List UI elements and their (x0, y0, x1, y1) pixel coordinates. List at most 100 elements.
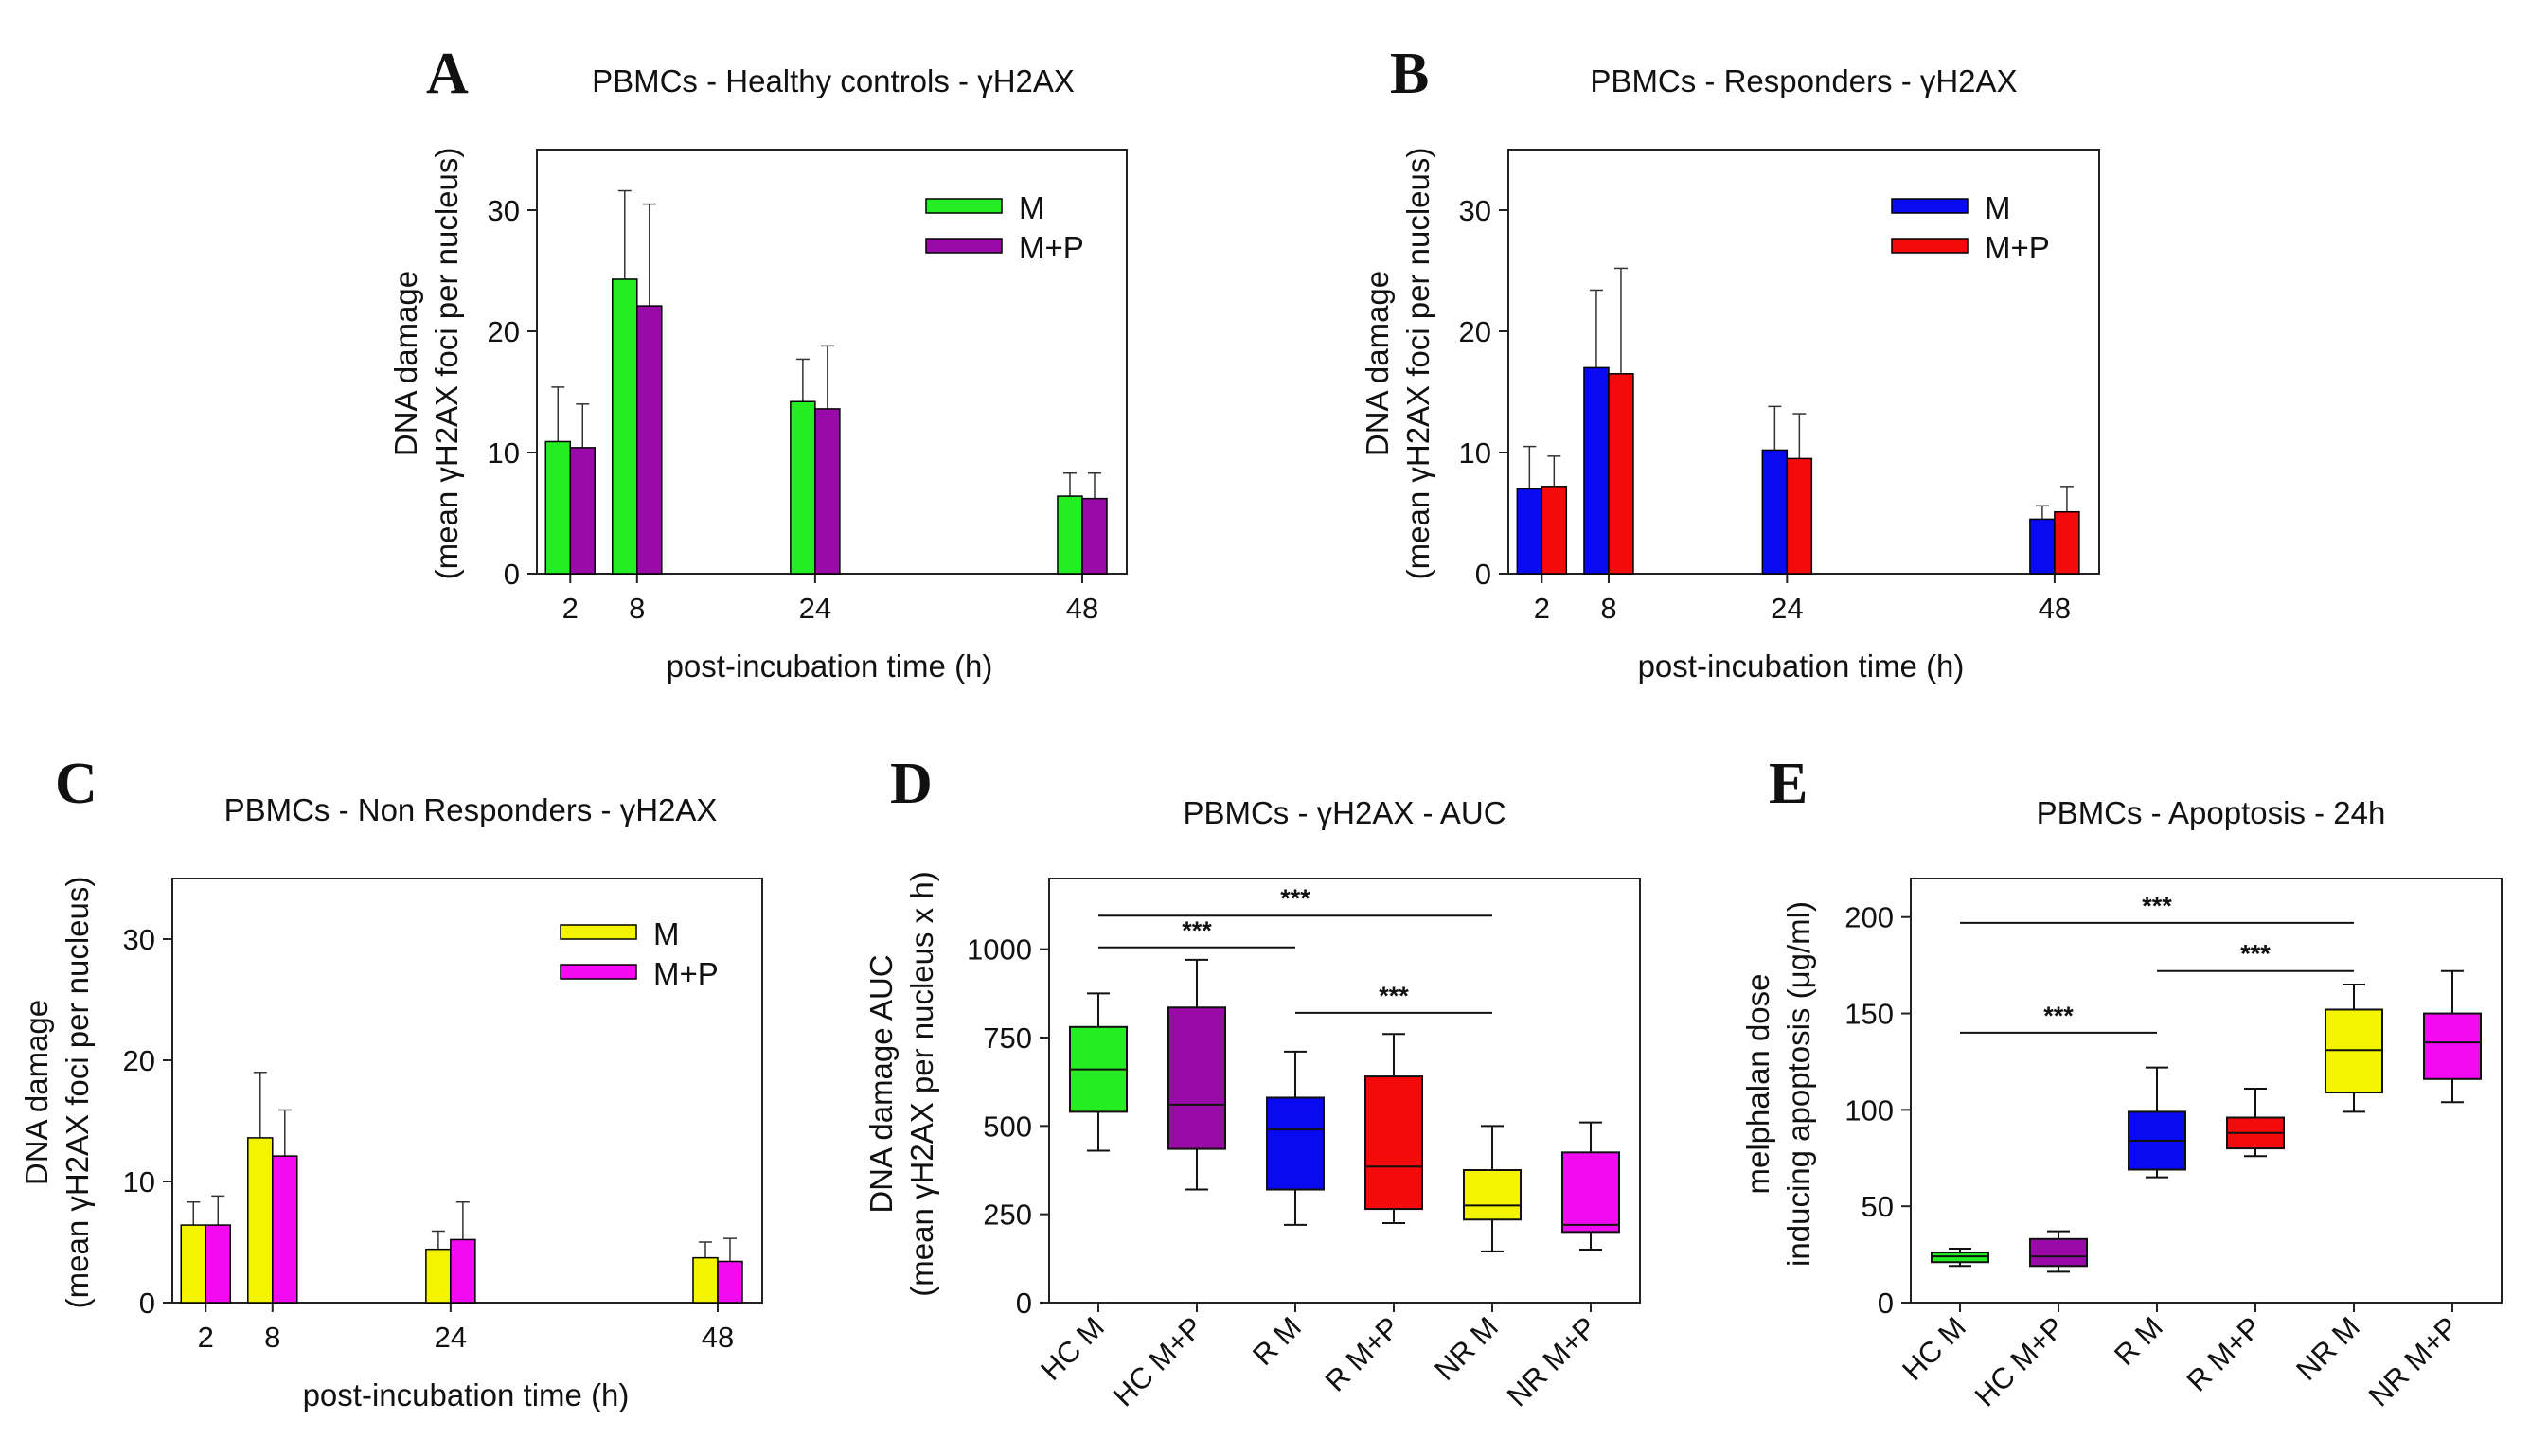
panel-e-xtick-label: R M (2108, 1310, 2169, 1372)
panel-d: PBMCs - γH2AX - AUC DNA damage AUC (mean… (864, 795, 1641, 1412)
panel-b-ytick-label: 0 (1475, 558, 1491, 591)
panel-e-box (2029, 1237, 2088, 1268)
panel-d-ytick-label: 1000 (967, 933, 1032, 967)
panel-b-legend-swatch-mp (1891, 238, 1969, 254)
panel-a-title: PBMCs - Healthy controls - γH2AX (592, 63, 1075, 98)
panel-d-ylabel2: (mean γH2AX per nucleus x h) (904, 871, 939, 1296)
panel-d-xtick-label: NR M+P (1501, 1310, 1603, 1412)
panel-d-ytick-label: 0 (1016, 1287, 1032, 1320)
panel-b-bar (1786, 457, 1813, 575)
panel-b-ylabel2: (mean γH2AX foci per nucleus) (1400, 148, 1435, 580)
panel-d-xtick-label: HC M+P (1107, 1310, 1209, 1412)
panel-a: PBMCs - Healthy controls - γH2AX DNA dam… (388, 63, 1128, 684)
panel-d-box (1167, 1006, 1226, 1150)
panel-a-bar (544, 440, 572, 575)
panel-e-significance-label: *** (2240, 940, 2271, 968)
panel-b-bar (1583, 366, 1610, 575)
panel-c-bar (717, 1260, 743, 1304)
panel-a-xlabel: post-incubation time (h) (667, 648, 993, 684)
panel-d-xtick-label: R M+P (1319, 1310, 1406, 1397)
panel-c-bar (425, 1248, 452, 1304)
panel-b-bars (1516, 267, 2080, 575)
panel-b-bar (1516, 488, 1543, 575)
panel-c-bars (180, 1072, 743, 1304)
panel-e-box (2423, 1012, 2482, 1080)
panel-e-box (1931, 1252, 1989, 1264)
panel-a-ytick-label: 0 (504, 558, 520, 591)
panel-letter-b: B (1390, 42, 1429, 106)
panel-c-yticks: 0 10 20 30 (123, 923, 172, 1320)
panel-e: PBMCs - Apoptosis - 24h melphalan dose i… (1740, 795, 2503, 1412)
panel-a-bar (1081, 497, 1108, 575)
panel-c: PBMCs - Non Responders - γH2AX DNA damag… (19, 792, 763, 1412)
panel-a-xticks: 2 8 24 48 (562, 574, 1098, 625)
panel-letter-d: D (890, 752, 933, 816)
panel-letter-a: A (426, 42, 469, 106)
panel-e-ytick-label: 100 (1844, 1093, 1894, 1127)
panel-e-ytick-label: 200 (1844, 901, 1894, 934)
panel-a-legend-swatch-m (925, 198, 1003, 214)
panel-e-xtick-label: HC M (1896, 1310, 1972, 1387)
panel-c-bar (205, 1224, 232, 1304)
panel-d-plot-frame (1048, 878, 1641, 1304)
panel-e-title: PBMCs - Apoptosis - 24h (2037, 795, 2386, 830)
panel-a-bar (569, 447, 597, 575)
panel-a-legend-swatch-mp (925, 238, 1003, 254)
panel-e-significance-label: *** (2142, 892, 2172, 920)
panel-a-bar (636, 305, 663, 575)
panel-a-bar (1057, 495, 1083, 575)
panel-b-legend: M M+P (1891, 190, 2050, 265)
panel-b-legend-label-mp: M+P (1985, 230, 2050, 265)
panel-d-boxes (1069, 958, 1620, 1252)
panel-c-xtick-label: 2 (198, 1321, 214, 1354)
panel-c-ytick-label: 0 (139, 1287, 155, 1320)
panel-b-xticks: 2 8 24 48 (1534, 574, 2071, 625)
panel-d-box (1364, 1075, 1423, 1211)
panel-a-legend: M M+P (925, 190, 1084, 265)
panel-e-plot-frame (1910, 878, 2503, 1304)
panel-d-xtick-label: NR M (1428, 1310, 1505, 1387)
panel-d-title: PBMCs - γH2AX - AUC (1183, 795, 1506, 830)
panel-a-ylabel: DNA damage (388, 271, 423, 456)
panel-e-boxes (1931, 969, 2482, 1273)
panel-c-bar (180, 1224, 207, 1304)
panel-c-xtick-label: 48 (702, 1321, 734, 1354)
panel-c-legend-swatch-mp (560, 964, 637, 980)
panel-c-xtick-label: 8 (264, 1321, 280, 1354)
panel-a-xtick-label: 8 (629, 592, 645, 625)
panel-b-bar (1608, 373, 1634, 575)
panel-e-xtick-label: R M+P (2181, 1310, 2268, 1397)
panel-b-xtick-label: 8 (1600, 592, 1616, 625)
panel-b-ylabel: DNA damage (1360, 271, 1395, 456)
panel-e-sig: *** *** *** (1960, 892, 2354, 1034)
panel-c-bar (272, 1155, 298, 1304)
panel-e-ytick-label: 0 (1878, 1287, 1894, 1320)
panel-b-ytick-label: 20 (1459, 315, 1491, 348)
panel-d-ytick-label: 500 (983, 1110, 1032, 1143)
panel-a-bar (814, 408, 841, 575)
panel-a-yticks: 0 10 20 30 (488, 194, 537, 591)
panel-b-title: PBMCs - Responders - γH2AX (1590, 63, 2017, 98)
panel-c-ytick-label: 10 (123, 1165, 155, 1199)
panel-d-xtick-label: R M (1246, 1310, 1308, 1372)
panel-e-xtick-label: HC M+P (1969, 1310, 2071, 1412)
panel-d-box (1463, 1169, 1522, 1221)
panel-d-ylabel: DNA damage AUC (864, 954, 899, 1213)
panel-letter-c: C (55, 752, 98, 816)
panel-b-ytick-label: 10 (1459, 436, 1491, 470)
panel-e-xtick-label: NR M+P (2362, 1310, 2465, 1412)
panel-a-xtick-label: 24 (799, 592, 831, 625)
panel-c-xlabel: post-incubation time (h) (303, 1377, 630, 1412)
panel-letter-e: E (1769, 752, 1808, 816)
panel-d-box (1266, 1096, 1325, 1191)
panel-c-legend-swatch-m (560, 924, 637, 940)
panel-c-legend-label-m: M (653, 916, 680, 951)
panel-c-bar (692, 1256, 719, 1304)
panel-d-ytick-label: 750 (983, 1021, 1032, 1055)
panel-b-bar (1541, 486, 1568, 575)
panel-a-ytick-label: 20 (488, 315, 520, 348)
panel-c-legend: M M+P (560, 916, 719, 991)
panel-d-xtick-label: HC M (1034, 1310, 1111, 1387)
